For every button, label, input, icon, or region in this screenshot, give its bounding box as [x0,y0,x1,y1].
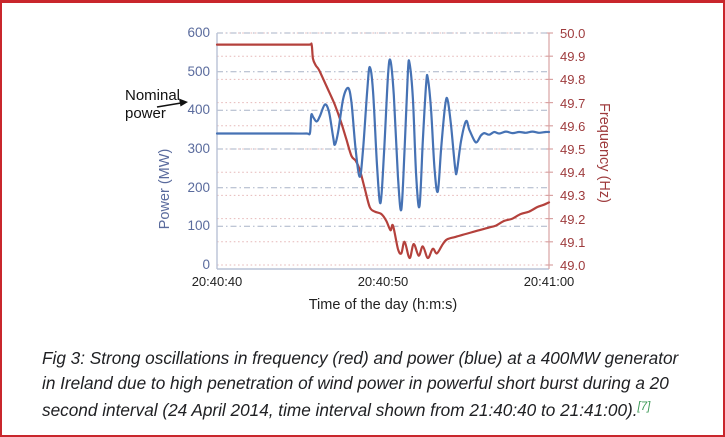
frequency-tick-label: 49.0 [560,258,586,273]
time-tick-label: 20:41:00 [523,274,575,289]
power-tick-label: 500 [187,64,210,79]
time-axis-title: Time of the day (h:m:s) [308,297,458,313]
frequency-axis-title: Frequency (Hz) [596,103,612,203]
caption-line: Fig 3: Strong oscillations in frequency … [42,348,679,368]
time-tick-label: 20:40:50 [357,274,409,289]
caption-line: in Ireland due to high penetration of wi… [42,372,669,393]
nominal-power-arrow-icon [156,98,188,108]
frequency-tick-label: 49.2 [560,212,586,227]
nominal-power-annotation-line1: Nominal [125,87,181,104]
caption-line: second interval (24 April 2014, time int… [42,395,702,423]
power-tick-label: 600 [187,25,210,40]
power-tick-label: 300 [187,141,210,156]
frequency-tick-label: 49.4 [560,165,586,180]
power-axis-title: Power (MW) [157,148,173,230]
time-tick-label: 20:40:40 [191,274,243,289]
power-tick-label: 100 [187,218,210,233]
series-power-line [215,58,551,212]
nominal-power-annotation: Nominal power [125,87,180,123]
chart-plot-area [215,32,553,270]
power-tick-label: 0 [202,257,210,272]
frequency-tick-label: 50.0 [560,26,586,41]
frequency-tick-label: 49.6 [560,119,586,134]
frequency-tick-label: 49.9 [560,49,586,64]
frequency-tick-label: 49.1 [560,235,586,250]
nominal-power-annotation-line2: power [125,105,166,122]
power-tick-label: 200 [187,180,210,195]
citation-reference-link[interactable]: [7] [637,401,651,413]
power-tick-label: 400 [187,102,210,117]
frequency-tick-label: 49.5 [560,142,586,157]
series-frequency-line [215,42,551,260]
frequency-tick-label: 49.8 [560,72,586,87]
figure-caption: Fig 3: Strong oscillations in frequency … [42,346,702,423]
caption-line-text: second interval (24 April 2014, time int… [42,400,638,420]
frequency-tick-label: 49.3 [560,188,586,203]
frequency-tick-label: 49.7 [560,96,586,111]
